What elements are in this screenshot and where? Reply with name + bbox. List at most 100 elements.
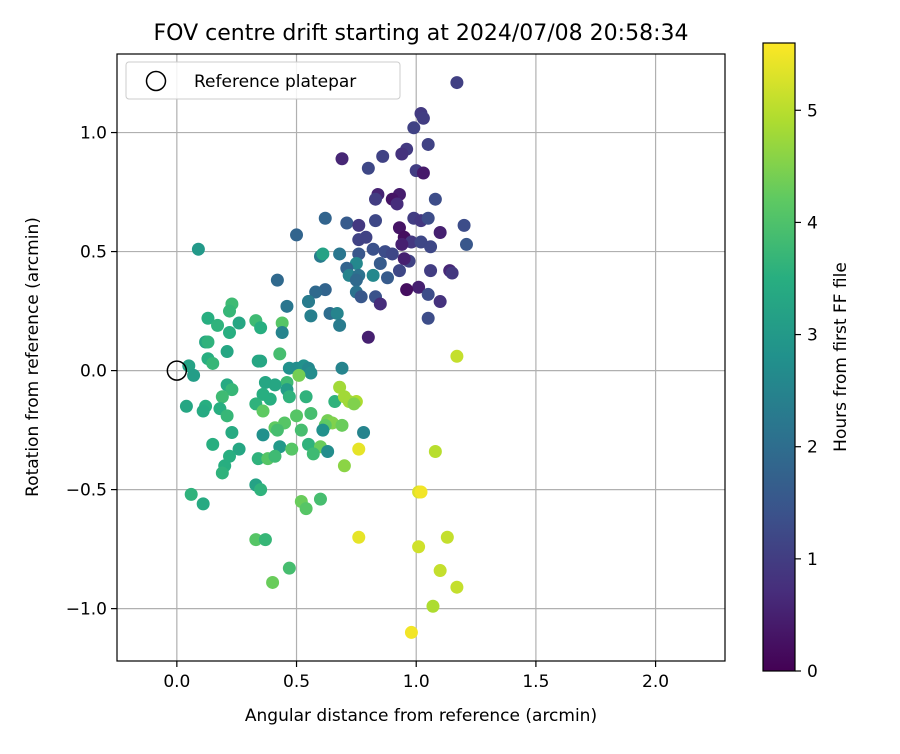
data-point [254,354,268,368]
data-point [428,192,442,206]
data-point [306,447,320,461]
data-point [352,218,366,232]
data-point [294,423,308,437]
data-point [270,273,284,287]
data-point [223,326,237,340]
data-point [223,304,237,318]
data-point [369,214,383,228]
x-tick-label: 0.0 [163,672,190,692]
data-point [270,423,284,437]
data-point [304,309,318,323]
data-point [412,280,426,294]
x-axis-ticks: 0.0 0.5 1.0 1.5 2.0 [163,661,669,692]
legend-entry-label: Reference platepar [194,72,356,92]
data-point [361,330,375,344]
chart-title: FOV centre drift starting at 2024/07/08 … [154,21,689,46]
data-point [256,428,270,442]
data-point [187,368,201,382]
legend-marker [145,70,167,92]
data-point [184,487,198,501]
data-point [457,218,471,232]
data-point [206,356,220,370]
data-point [249,533,263,547]
data-point [352,233,366,247]
data-point [450,580,464,594]
data-point [220,409,234,423]
data-point [373,297,387,311]
data-point [309,285,323,299]
colorbar-tick-label: 2 [807,438,818,458]
data-point [361,161,375,175]
data-point [304,406,318,420]
data-point [395,147,409,161]
data-point [421,311,435,325]
data-point [215,390,229,404]
data-point [268,449,282,463]
data-point [433,226,447,240]
data-point [450,349,464,363]
data-point [254,483,268,497]
data-point [304,366,318,380]
data-point [349,256,363,270]
data-point [404,625,418,639]
data-point [335,361,349,375]
data-point [268,378,282,392]
data-point [392,264,406,278]
data-point [376,149,390,163]
y-tick-label: −0.5 [66,481,107,501]
data-point [366,242,380,256]
data-point [258,533,272,547]
colorbar-tick-label: 3 [807,326,818,346]
data-point [433,295,447,309]
data-point [407,121,421,135]
data-point [201,335,215,349]
data-point [357,425,371,439]
data-point [426,599,440,613]
data-point [335,152,349,166]
data-point [380,271,394,285]
legend: Reference platepar [125,61,401,100]
data-point [318,211,332,225]
data-point [347,397,361,411]
x-tick-label: 1.5 [522,672,549,692]
colorbar: 0 1 2 3 4 5 Hours from first FF file [762,42,851,682]
data-point [395,237,409,251]
colorbar-label: Hours from first FF file [831,262,851,452]
data-point [397,252,411,266]
data-point [225,425,239,439]
data-point [299,502,313,516]
data-point [414,485,428,499]
colorbar-tick-label: 5 [807,101,818,121]
data-point [335,418,349,432]
data-point [196,497,210,511]
data-point [211,318,225,332]
data-point [354,290,368,304]
data-point [290,228,304,242]
data-point [328,395,342,409]
data-point [299,390,313,404]
data-point [366,268,380,282]
data-point [301,295,315,309]
y-axis-label: Rotation from reference (arcmin) [23,217,43,497]
data-point [421,287,435,301]
data-point [424,264,438,278]
data-point [316,423,330,437]
data-point [280,299,294,313]
colorbar-ticks: 0 1 2 3 4 5 [795,101,818,682]
data-point [440,530,454,544]
data-point [433,564,447,578]
data-point [285,442,299,456]
data-point [263,392,277,406]
data-point [215,466,229,480]
data-point [414,235,428,249]
data-point [337,459,351,473]
data-point [251,452,265,466]
data-point [290,409,304,423]
data-point [352,442,366,456]
x-tick-label: 2.0 [642,672,669,692]
colorbar-tick-label: 4 [807,213,818,233]
data-point [330,306,344,320]
data-point [254,321,268,335]
data-point [256,404,270,418]
